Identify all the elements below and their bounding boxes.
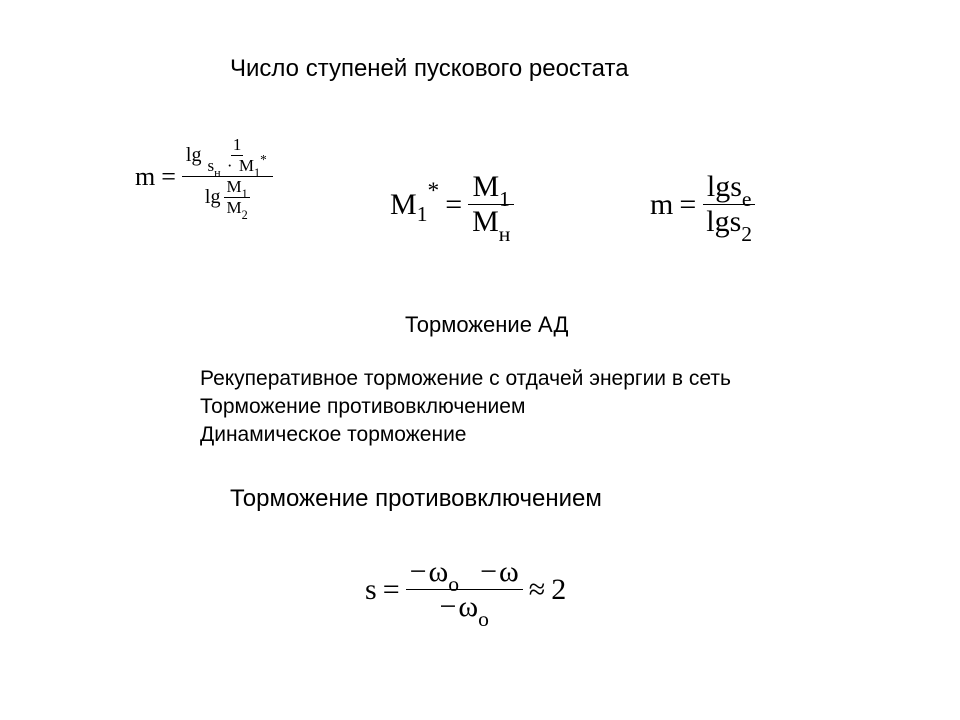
sub-e: е [742, 187, 752, 211]
sym-lg: lg [205, 186, 221, 209]
sym-m: m [135, 162, 155, 192]
sub-n: н [214, 166, 221, 180]
sym-M: M [226, 177, 241, 196]
sym-lg: lg [186, 144, 202, 167]
formula-m-lgs: m = lgsе lgs2 [650, 170, 756, 239]
sym-m: m [650, 188, 673, 222]
sym-omega: ω [499, 555, 519, 588]
sym-lgs: lgs [706, 205, 741, 238]
sym-eq: = [445, 188, 462, 222]
sym-s: s [365, 573, 377, 607]
sym-eq: = [383, 573, 400, 607]
heading-3: Торможение противовключением [230, 485, 602, 513]
heading-2: Торможение АД [405, 310, 568, 340]
frac-lgs: lgsе lgs2 [702, 170, 756, 239]
formula-M1star: M1* = M1 Mн [390, 170, 514, 239]
sym-M: M [239, 156, 254, 175]
body-line-3: Динамическое торможение [200, 421, 467, 449]
sym-1: 1 [233, 135, 242, 154]
sup-star: * [260, 152, 267, 167]
frac-top: 1 sн · M1* [205, 135, 268, 176]
frac-outer: lg 1 sн · M1* lg [182, 135, 273, 218]
sym-omega: ω [458, 590, 478, 623]
body-line-2: Торможение противовключением [200, 393, 525, 421]
sym-M: M [390, 188, 417, 222]
sub-o: о [478, 607, 489, 631]
sub-o: о [448, 572, 459, 596]
sub-1: 1 [254, 166, 260, 180]
heading-1: Число ступеней пускового реостата [230, 55, 629, 83]
sub-1: 1 [499, 187, 510, 211]
page: Число ступеней пускового реостата m = lg… [0, 0, 960, 720]
sym-minus: − [480, 555, 497, 588]
sub-n: н [499, 222, 511, 246]
sym-omega: ω [429, 555, 449, 588]
sym-2: 2 [551, 573, 566, 607]
formula-m-big: m = lg 1 sн · M1* [135, 135, 273, 218]
frac-omega: −ωо −ω −ωо [406, 555, 523, 624]
frac-bot: M1 M2 [224, 177, 249, 218]
sub-1: 1 [242, 187, 248, 201]
sym-M: M [226, 198, 241, 217]
sym-eq: = [161, 162, 176, 192]
sub-2: 2 [741, 222, 752, 246]
sym-minus: − [410, 555, 427, 588]
sym-eq: = [679, 188, 696, 222]
sym-approx: ≈ [529, 573, 545, 607]
sym-lgs: lgs [707, 170, 742, 203]
frac-M1Mn: M1 Mн [468, 170, 514, 239]
body-line-1: Рекуперативное торможение с отдачей энер… [200, 365, 731, 393]
formula-s: s = −ωо −ω −ωо ≈ 2 [365, 555, 566, 624]
sub-2: 2 [242, 208, 248, 222]
sym-M: M [472, 205, 499, 238]
sup-star: * [427, 178, 439, 205]
sym-dot: · [225, 156, 235, 175]
sub-1: 1 [417, 202, 428, 227]
sym-M: M [472, 170, 499, 203]
